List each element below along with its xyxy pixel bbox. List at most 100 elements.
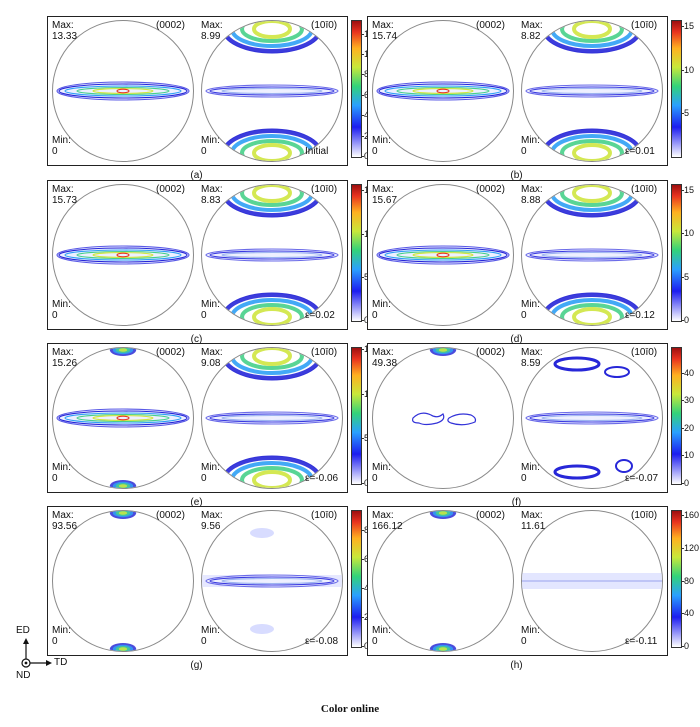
min-value-right: 0 xyxy=(201,473,207,484)
pole-figure-0002 xyxy=(52,347,194,489)
max-value-right: 9.08 xyxy=(201,358,221,369)
pole-figure-0002 xyxy=(52,510,194,652)
colorbar-tick-label: 40 xyxy=(684,367,695,378)
plane-label-left: (0002) xyxy=(156,510,185,521)
left-contour-plot xyxy=(376,245,510,265)
colorbar-tick-mark xyxy=(361,393,364,395)
panel-label: (d) xyxy=(510,334,523,345)
colorbar-tick-mark xyxy=(361,438,364,440)
max-value-left: 13.33 xyxy=(52,31,78,42)
min-value-left: 0 xyxy=(372,473,378,484)
colorbar-tick-label: 0 xyxy=(684,315,690,325)
plane-label-left: (0002) xyxy=(476,20,505,31)
colorbar-tick-mark xyxy=(681,483,684,484)
min-value-left: 0 xyxy=(52,473,58,484)
max-label-left: Max: xyxy=(372,20,394,31)
plane-label-left: (0002) xyxy=(156,20,185,31)
colorbar-tick-label: 80 xyxy=(684,575,695,586)
max-label-right: Max: xyxy=(201,20,223,31)
max-label-left: Max: xyxy=(52,347,74,358)
colorbar-tick-label: 2 xyxy=(364,131,369,141)
left-contour-plot xyxy=(376,81,510,101)
panel-label: (h) xyxy=(510,660,523,671)
min-label-left: Min: xyxy=(372,135,391,146)
colorbar-tick-mark xyxy=(681,372,684,374)
pole-figure-panel: Max: 13.33 (0002) Min: 0 Max: 8.99 (10ī0) Min: 0 I… xyxy=(47,16,382,186)
colorbar-tick-mark xyxy=(681,276,684,278)
pole-figure-0002 xyxy=(52,184,194,326)
colorbar-tick-mark xyxy=(361,156,364,157)
colorbar-tick-label: 5 xyxy=(364,434,369,443)
colorbar-tick-mark xyxy=(361,135,364,137)
colorbar-tick-mark xyxy=(681,26,684,28)
pole-figure-panel: Max: 15.73 (0002) Min: 0 Max: 8.83 (10ī0) Min: 0 ε… xyxy=(47,180,382,350)
min-label-right: Min: xyxy=(201,462,220,473)
min-value-left: 0 xyxy=(52,146,58,157)
panel-label: (e) xyxy=(190,497,203,508)
right-contour-plot xyxy=(525,21,659,161)
colorbar-tick-mark xyxy=(681,547,684,549)
min-label-right: Min: xyxy=(521,299,540,310)
colorbar-tick-mark xyxy=(361,587,364,589)
max-label-left: Max: xyxy=(52,20,74,31)
max-label-right: Max: xyxy=(201,510,223,521)
max-label-right: Max: xyxy=(201,347,223,358)
colorbar xyxy=(351,347,362,485)
pole-figure-10-10 xyxy=(201,20,343,162)
min-value-left: 0 xyxy=(372,636,378,647)
max-label-left: Max: xyxy=(372,347,394,358)
min-value-right: 0 xyxy=(201,636,207,647)
colorbar-tick-mark xyxy=(361,558,364,560)
pole-figure-0002 xyxy=(52,20,194,162)
plane-label-right: (10ī0) xyxy=(311,347,338,358)
colorbar-tick-mark xyxy=(681,320,684,321)
colorbar-tick-mark xyxy=(681,515,684,516)
colorbar-tick-label: 0 xyxy=(364,642,369,651)
min-value-left: 0 xyxy=(52,310,58,321)
colorbar-tick-mark xyxy=(681,580,684,582)
min-label-left: Min: xyxy=(52,625,71,636)
min-label-left: Min: xyxy=(52,299,71,310)
colorbar xyxy=(671,510,682,648)
right-contour-plot xyxy=(525,356,659,480)
pole-figure-0002 xyxy=(372,347,514,489)
colorbar-tick-mark xyxy=(681,189,684,191)
max-value-right: 9.56 xyxy=(201,521,221,532)
colorbar-tick-mark xyxy=(681,613,684,615)
pole-figure-10-10 xyxy=(521,20,663,162)
right-contour-plot xyxy=(205,21,339,161)
colorbar-tick-label: 6 xyxy=(364,90,369,100)
right-contour-plot xyxy=(205,348,339,488)
max-label-left: Max: xyxy=(372,184,394,195)
colorbar-tick-label: 0 xyxy=(364,152,369,161)
max-value-right: 11.61 xyxy=(521,521,546,532)
colorbar-tick-label: 0 xyxy=(684,641,690,651)
pole-figure-panel: Max: 15.74 (0002) Min: 0 Max: 8.82 (10ī0) Min: 0 ε… xyxy=(367,16,700,186)
max-value-right: 8.99 xyxy=(201,31,221,42)
pole-figure-10-10 xyxy=(201,510,343,652)
pole-figure-panel: Max: 49.38 (0002) Min: 0 Max: 8.59 (10ī0) Min: 0 ε… xyxy=(367,343,700,513)
right-contour-plot xyxy=(202,528,342,634)
plane-label-left: (0002) xyxy=(476,510,505,521)
min-label-right: Min: xyxy=(201,135,220,146)
colorbar-tick-label: 15 xyxy=(684,21,695,32)
max-value-left: 49.38 xyxy=(372,358,398,369)
panel-label: (a) xyxy=(190,170,203,181)
pole-figure-10-10 xyxy=(521,347,663,489)
pole-figure-10-10 xyxy=(201,184,343,326)
min-value-right: 0 xyxy=(521,310,527,321)
panel-frame: Max: 15.73 (0002) Min: 0 Max: 8.83 (10ī0) Min: 0 ε… xyxy=(47,180,348,330)
colorbar-tick-label: 4 xyxy=(364,111,369,120)
min-value-right: 0 xyxy=(521,473,527,484)
colorbar-tick-label: 20 xyxy=(684,422,695,433)
axis-ed-label: ED xyxy=(16,625,30,636)
axis-td-label: TD xyxy=(54,657,68,668)
plane-label-right: (10ī0) xyxy=(631,20,658,31)
colorbar-tick-mark xyxy=(361,33,364,35)
max-value-left: 93.56 xyxy=(52,521,78,532)
colorbar-tick-mark xyxy=(361,190,364,192)
colorbar-tick-label: 10 xyxy=(684,64,695,75)
min-label-left: Min: xyxy=(372,299,391,310)
colorbar-tick-mark xyxy=(681,233,684,235)
colorbar-tick-mark xyxy=(681,646,684,647)
